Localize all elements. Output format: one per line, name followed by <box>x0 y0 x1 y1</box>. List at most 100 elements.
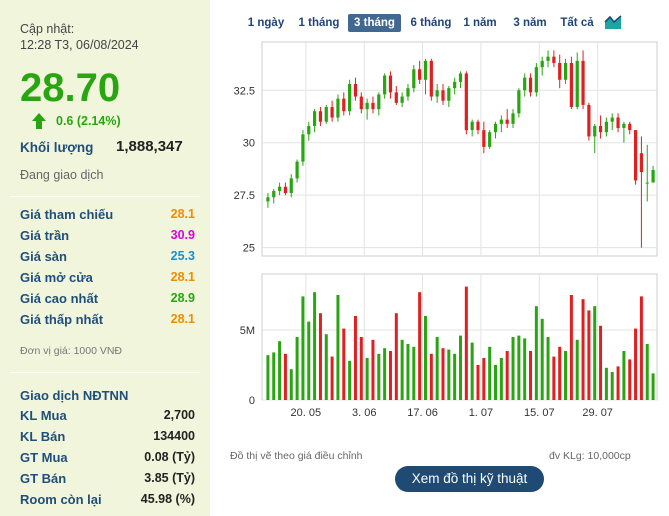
stat-value: 28.1 <box>170 270 195 284</box>
candle-body <box>528 77 533 93</box>
volume-bar <box>418 292 422 400</box>
tab-tat-ca[interactable]: Tất cả <box>560 17 594 29</box>
candle-body <box>266 197 270 202</box>
tab-3-nam[interactable]: 3 năm <box>513 17 547 29</box>
volume-bar <box>383 348 387 400</box>
volume-bar <box>464 286 468 400</box>
price-unit-note: Đơn vị giá: 1000 VNĐ <box>20 345 123 357</box>
candle-body <box>476 121 480 131</box>
volume-bar <box>348 360 352 400</box>
volume-bar <box>639 296 643 400</box>
price-tick-label: 25 <box>243 243 255 255</box>
candle-body <box>511 113 515 124</box>
tab-1-nam[interactable]: 1 năm <box>463 17 497 29</box>
volume-bar <box>459 335 462 400</box>
tab-1-ngay[interactable]: 1 ngày <box>247 17 285 29</box>
volume-bar <box>499 358 503 400</box>
stat-value: 25.3 <box>170 249 195 263</box>
candle-body <box>587 104 591 137</box>
volume-bar <box>476 365 480 400</box>
volume-bar <box>587 310 591 400</box>
date-tick-label: 3. 06 <box>352 407 376 419</box>
foreign-row-value: 3.85 (Tỷ) <box>144 471 195 485</box>
foreign-row-value: 2,700 <box>163 408 195 422</box>
candle-body <box>645 182 649 184</box>
candle-body <box>581 60 585 105</box>
date-tick-label: 17. 06 <box>407 407 438 419</box>
volume-bar <box>593 306 597 400</box>
stat-label: Giá thấp nhất <box>20 312 104 327</box>
volume-bar <box>336 295 340 400</box>
adjusted-price-note: Đồ thị vẽ theo giá điều chỉnh <box>230 450 363 462</box>
price-tick-label: 32.5 <box>234 85 255 97</box>
candle-body <box>429 60 433 97</box>
candle-body <box>610 117 614 122</box>
volume-bar <box>494 365 498 400</box>
candle-body <box>563 62 568 80</box>
volume-bar <box>622 351 626 400</box>
volume-bar <box>400 339 404 400</box>
volume-bar <box>645 344 649 400</box>
foreign-row-value: 134400 <box>153 429 195 443</box>
price-tick-label: 30 <box>243 138 255 150</box>
candle-body <box>283 186 288 194</box>
candle-body <box>598 125 603 133</box>
stat-label: Giá tham chiếu <box>20 207 114 222</box>
tab-6-thang[interactable]: 6 tháng <box>410 17 452 29</box>
foreign-row-value: 45.98 (%) <box>140 492 195 506</box>
volume-bar <box>505 351 509 400</box>
volume-bar <box>599 325 603 400</box>
candle-body <box>324 107 328 122</box>
volume-bar <box>324 334 328 400</box>
candle-body <box>593 125 597 137</box>
tab-1-thang[interactable]: 1 tháng <box>298 17 340 29</box>
volume-bar <box>453 353 457 400</box>
date-tick-label: 29. 07 <box>582 407 613 419</box>
foreign-row-label: KL Bán <box>20 429 66 444</box>
candle-body <box>371 102 375 110</box>
quote-panel: Cập nhật: 12:28 T3, 06/08/2024 28.70 0.6… <box>0 0 210 516</box>
technical-chart-button[interactable]: Xem đồ thị kỹ thuật <box>395 466 544 492</box>
volume-bar <box>604 367 608 400</box>
area-chart-icon[interactable] <box>604 13 622 31</box>
candle-body <box>318 111 323 122</box>
candle-body <box>453 81 457 89</box>
volume-bar <box>353 316 357 400</box>
volume-bar <box>447 349 451 400</box>
volume-bar <box>470 342 474 400</box>
volume-bar <box>283 353 287 400</box>
foreign-row-label: Room còn lại <box>20 492 102 507</box>
stat-label: Giá mở cửa <box>20 270 93 285</box>
volume-bar <box>581 299 585 400</box>
candle-body <box>534 67 538 93</box>
candle-body <box>558 62 562 80</box>
candle-body <box>546 56 550 61</box>
candle-body <box>540 60 544 68</box>
candle-body <box>394 92 398 103</box>
volume-bar <box>342 328 346 400</box>
tab-3-thang[interactable]: 3 tháng <box>348 14 401 32</box>
volume-bar <box>412 346 416 400</box>
candle-body <box>301 134 305 162</box>
price-change: 0.6 (2.14%) <box>56 114 121 128</box>
candle-body <box>406 88 410 97</box>
foreign-trading-title: Giao dịch NĐTNN <box>20 388 129 403</box>
candle-body <box>418 69 422 80</box>
volume-bar <box>435 337 439 400</box>
candle-body <box>307 125 311 135</box>
candle-body <box>412 69 416 89</box>
divider <box>10 372 200 373</box>
volume-bar <box>482 358 486 400</box>
volume-bar <box>546 337 550 400</box>
candle-body <box>651 169 655 183</box>
date-tick-label: 15. 07 <box>524 407 555 419</box>
candle-body <box>423 60 428 80</box>
volume-bar <box>371 339 375 400</box>
volume-bar <box>529 351 533 400</box>
volume-bar <box>634 328 638 400</box>
updated-label: Cập nhật: <box>20 22 75 36</box>
candle-body <box>342 98 346 112</box>
stat-value: 28.1 <box>170 207 195 221</box>
candle-body <box>330 107 334 118</box>
